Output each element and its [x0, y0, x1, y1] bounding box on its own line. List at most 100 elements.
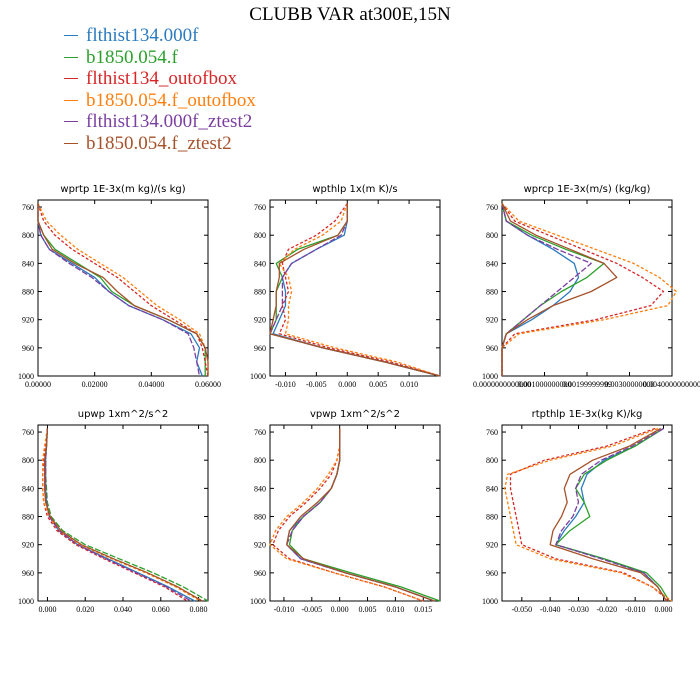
- y-tick-label: 840: [254, 259, 266, 268]
- plot-frame: [37, 199, 209, 377]
- panel-title: wpthlp 1x(m K)/s: [312, 184, 397, 195]
- y-tick-label: 840: [486, 259, 498, 268]
- legend-label: b1850.054.f_outofbox: [86, 89, 256, 111]
- y-tick-label: 760: [254, 428, 266, 437]
- series-line-5: [555, 427, 667, 602]
- series-line-6: [43, 428, 203, 602]
- x-tick-label: 0.080: [190, 605, 208, 614]
- y-tick-label: 960: [254, 569, 266, 578]
- x-tick-label: 0.015: [414, 605, 432, 614]
- series-line-2: [269, 203, 441, 377]
- series-line-4: [269, 428, 424, 602]
- x-tick-label: 0.005: [359, 605, 377, 614]
- y-tick-label: 800: [22, 231, 34, 240]
- y-tick-label: 880: [486, 288, 498, 297]
- chart-svg: vpwp 1xm^2/s^2 760 800 840 880 920 960 1000 -0.0…: [250, 409, 441, 614]
- y-tick-label: 960: [22, 344, 34, 353]
- panel-title: wprcp 1E-3x(m/s) (kg/kg): [524, 184, 651, 195]
- x-tick-label: 0.00000: [25, 380, 51, 389]
- legend-swatch: [64, 56, 78, 58]
- series-line-1: [37, 203, 203, 377]
- legend-entry: b1850.054.f_outofbox: [64, 90, 256, 112]
- plot-frame: [269, 424, 441, 602]
- y-tick-label: 800: [486, 231, 498, 240]
- chart-svg: wpthlp 1x(m K)/s 760 800 840 880 920 960 1000 -0…: [250, 184, 441, 389]
- series-line-3: [278, 203, 441, 377]
- x-tick-label: -0.010: [274, 605, 295, 614]
- x-tick-label: -0.010: [625, 605, 646, 614]
- series-line-5: [44, 428, 192, 602]
- y-tick-label: 880: [486, 513, 498, 522]
- series-line-5: [269, 203, 441, 377]
- y-tick-label: 880: [22, 513, 34, 522]
- series-line-2: [37, 203, 206, 376]
- x-tick-label: 0.00199999999: [562, 380, 612, 389]
- x-tick-label: -0.005: [301, 605, 322, 614]
- series-line-6: [549, 427, 667, 602]
- chart-svg: wprcp 1E-3x(m/s) (kg/kg) 760 800 840 880 920 9…: [473, 184, 700, 389]
- series-line-3: [42, 428, 188, 602]
- panel-title: vpwp 1xm^2/s^2: [310, 409, 400, 420]
- series-line-6: [501, 203, 618, 376]
- y-tick-label: 920: [486, 541, 498, 550]
- y-tick-label: 920: [22, 316, 34, 325]
- x-tick-label: 0.0040000000000: [643, 380, 700, 389]
- plot-frame: [37, 424, 209, 602]
- y-tick-label: 1000: [250, 372, 266, 381]
- x-tick-label: -0.005: [306, 380, 327, 389]
- chart-panel-wprtp: wprtp 1E-3x(m kg)/(s kg) 760 800 840 880 920 9…: [0, 168, 230, 403]
- x-tick-label: -0.040: [540, 605, 561, 614]
- x-tick-label: 0.000: [331, 605, 349, 614]
- legend-swatch: [64, 99, 78, 101]
- x-tick-label: 0.0000000000000: [473, 380, 531, 389]
- y-tick-label: 960: [486, 569, 498, 578]
- y-tick-label: 1000: [482, 597, 498, 606]
- x-tick-label: 0.020: [76, 605, 94, 614]
- series-line-5: [501, 203, 592, 376]
- y-tick-label: 760: [22, 203, 34, 212]
- y-tick-label: 880: [22, 288, 34, 297]
- x-tick-label: 0.06000: [195, 380, 221, 389]
- x-tick-label: -0.010: [275, 380, 296, 389]
- x-tick-label: 0.040: [114, 605, 132, 614]
- y-tick-label: 760: [22, 428, 34, 437]
- y-tick-label: 920: [486, 316, 498, 325]
- legend-entry: flthist134.000f_ztest2: [64, 111, 256, 133]
- series-line-5: [37, 203, 201, 377]
- chart-svg: upwp 1xm^2/s^2 760 800 840 880 920 960 1000 0.00…: [18, 409, 209, 614]
- y-tick-label: 920: [254, 316, 266, 325]
- x-tick-label: 0.001000000000: [518, 380, 572, 389]
- y-tick-label: 800: [22, 456, 34, 465]
- y-tick-label: 960: [254, 344, 266, 353]
- series-line-4: [37, 203, 209, 376]
- legend-label: flthist134.000f: [86, 25, 199, 47]
- chart-panel-rtpthlp: rtpthlp 1E-3x(kg K)/kg 760 800 840 880 920 960…: [464, 393, 694, 628]
- y-tick-label: 840: [486, 484, 498, 493]
- x-tick-label: 0.010: [386, 605, 404, 614]
- y-tick-label: 1000: [18, 597, 34, 606]
- legend-swatch: [64, 142, 78, 144]
- x-tick-label: -0.030: [568, 605, 589, 614]
- legend-swatch: [64, 78, 78, 80]
- x-tick-label: -0.020: [596, 605, 617, 614]
- series-line-3: [37, 203, 209, 377]
- y-tick-label: 880: [254, 288, 266, 297]
- y-tick-label: 760: [254, 203, 266, 212]
- y-tick-label: 1000: [18, 372, 34, 381]
- x-tick-label: 0.010: [400, 380, 418, 389]
- plot-frame: [269, 199, 441, 377]
- series-line-3: [509, 427, 670, 602]
- chart-panel-wpthlp: wpthlp 1x(m K)/s 760 800 840 880 920 960 1000 -0…: [232, 168, 462, 403]
- series-line-1: [272, 203, 441, 377]
- legend-label: b1850.054.f: [86, 46, 178, 68]
- series-line-2: [555, 427, 670, 602]
- y-tick-label: 800: [486, 456, 498, 465]
- y-tick-label: 880: [254, 513, 266, 522]
- y-tick-label: 1000: [482, 372, 498, 381]
- series-line-4: [501, 203, 677, 376]
- series-line-4: [504, 427, 673, 602]
- y-tick-label: 800: [254, 456, 266, 465]
- y-tick-label: 960: [486, 344, 498, 353]
- series-line-1: [44, 428, 196, 602]
